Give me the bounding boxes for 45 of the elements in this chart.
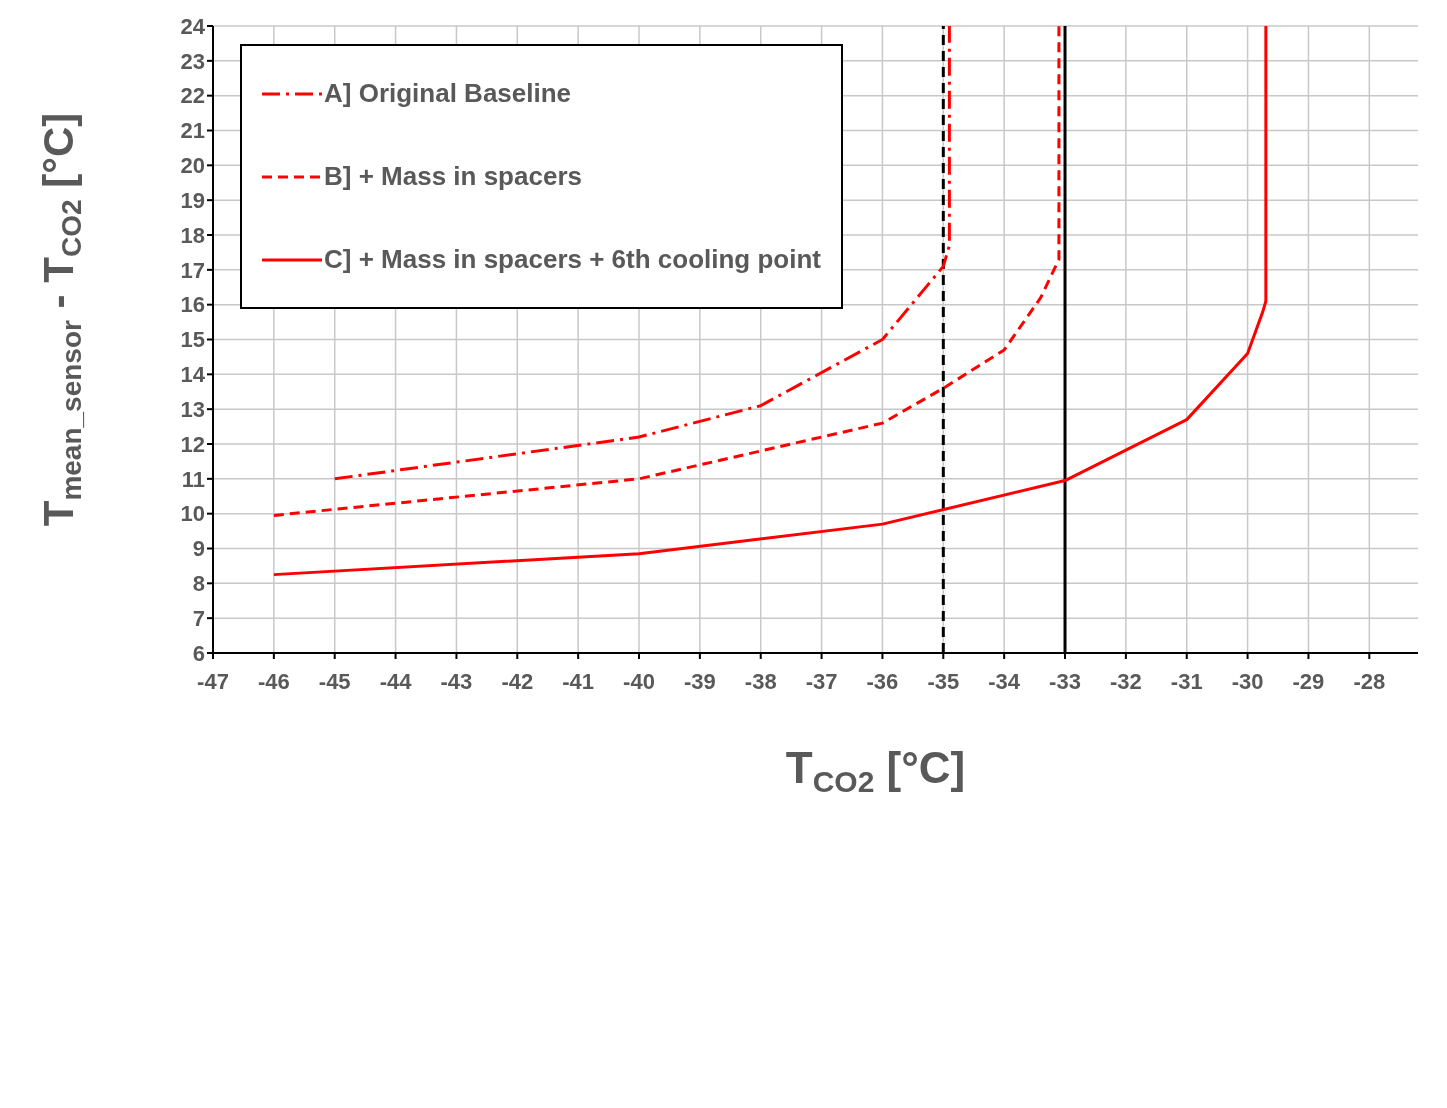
x-tick-label: -47 [197, 668, 229, 694]
x-tick-label: -44 [379, 668, 413, 694]
x-tick-label: -29 [1292, 668, 1325, 694]
y-tick-label: 13 [180, 396, 205, 422]
legend-label: A] Original Baseline [324, 78, 572, 109]
x-tick-label: -28 [1353, 668, 1386, 694]
line-series [272, 26, 1061, 517]
y-tick-label: 8 [192, 571, 205, 597]
x-tick-label: -40 [623, 668, 655, 694]
y-tick-label: 15 [180, 327, 205, 353]
x-tick-label: -42 [501, 668, 534, 694]
x-tick-label: -37 [805, 668, 838, 694]
x-tick-label: -32 [1109, 668, 1142, 694]
y-tick-label: 20 [180, 153, 205, 179]
y-tick-label: 19 [180, 187, 205, 213]
y-tick-label: 21 [180, 118, 205, 144]
x-tick-label: -45 [318, 668, 351, 694]
x-tick-label: -35 [927, 668, 960, 694]
y-tick-label: 6 [192, 640, 205, 666]
x-tick-label: -46 [257, 668, 290, 694]
x-tick-label: -38 [744, 668, 777, 694]
y-tick-label: 18 [180, 222, 205, 248]
y-tick-label: 9 [192, 536, 205, 562]
y-tick-label: 11 [181, 466, 205, 492]
x-tick-label: -41 [562, 668, 595, 694]
legend-label: C] + Mass in spacers + 6th cooling point [324, 244, 821, 275]
y-tick-label: 10 [180, 501, 205, 527]
x-tick-label: -43 [440, 668, 473, 694]
x-tick-label: -33 [1049, 668, 1081, 694]
x-tick-label: -30 [1231, 668, 1264, 694]
y-tick-label: 23 [180, 48, 205, 74]
line-series [272, 26, 1268, 577]
x-tick-label: -39 [683, 668, 716, 694]
y-tick-label: 17 [180, 257, 205, 283]
x-tick-label: -36 [866, 668, 899, 694]
x-tick-label: -31 [1170, 668, 1203, 694]
y-tick-label: 14 [180, 362, 206, 388]
y-tick-label: 24 [180, 13, 206, 39]
y-tick-label: 16 [180, 292, 205, 318]
y-tick-label: 7 [192, 605, 205, 631]
y-tick-label: 22 [180, 83, 205, 109]
x-axis-title: T$_{CO2}$ [°C] [785, 743, 966, 798]
y-tick-label: 12 [180, 431, 205, 457]
legend-label: B] + Mass in spacers [324, 161, 582, 192]
x-tick-label: -34 [988, 668, 1021, 694]
